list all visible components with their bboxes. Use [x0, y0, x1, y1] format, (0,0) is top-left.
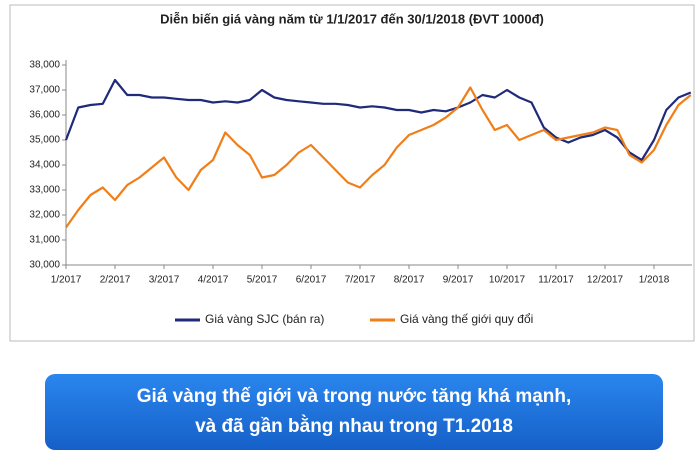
x-tick-label: 11/2017: [538, 275, 574, 286]
x-tick-label: 3/2017: [149, 275, 180, 286]
chart-frame: [9, 4, 695, 342]
legend-label: Giá vàng SJC (bán ra): [205, 312, 324, 326]
x-tick-label: 6/2017: [296, 275, 327, 286]
legend-label: Giá vàng thế giới quy đổi: [400, 312, 533, 326]
y-tick-label: 30,000: [29, 260, 60, 271]
series-line: [65, 86, 692, 229]
y-tick-label: 31,000: [29, 235, 60, 246]
x-tick-label: 12/2017: [587, 275, 624, 286]
y-tick-label: 32,000: [29, 210, 60, 221]
series-line: [64, 78, 692, 162]
x-tick-label: 9/2017: [443, 275, 474, 286]
x-tick-label: 5/2017: [247, 275, 278, 286]
y-tick-label: 38,000: [29, 60, 60, 71]
chart-title: Diễn biến giá vàng năm từ 1/1/2017 đến 3…: [160, 11, 544, 26]
x-tick-label: 4/2017: [198, 275, 229, 286]
y-tick-label: 37,000: [29, 85, 60, 96]
caption-banner: [45, 374, 663, 450]
y-tick-label: 34,000: [29, 160, 60, 171]
x-tick-label: 1/2018: [639, 275, 670, 286]
x-tick-label: 1/2017: [51, 275, 82, 286]
caption-line: Giá vàng thế giới và trong nước tăng khá…: [137, 386, 572, 407]
x-tick-label: 10/2017: [489, 275, 526, 286]
x-tick-label: 8/2017: [394, 275, 425, 286]
caption-line: và đã gần bằng nhau trong T1.2018: [195, 415, 513, 437]
y-tick-label: 36,000: [29, 110, 60, 121]
x-tick-label: 2/2017: [100, 275, 131, 286]
y-tick-label: 35,000: [29, 135, 60, 146]
y-tick-label: 33,000: [29, 185, 60, 196]
x-tick-label: 7/2017: [345, 275, 376, 286]
